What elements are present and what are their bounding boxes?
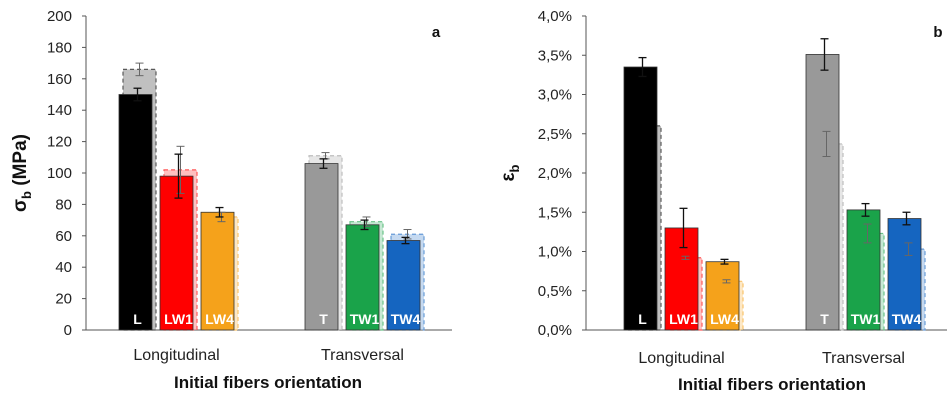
y-tick-label: 100 xyxy=(47,165,72,182)
bar-label-T: T xyxy=(319,311,328,327)
bar-LW1 xyxy=(664,227,699,331)
y-tick-label: 180 xyxy=(47,39,72,56)
y-tick-label: 0 xyxy=(64,322,72,339)
y-tick-label: 4,0% xyxy=(538,8,572,25)
chart-panel-a: 0 20 40 60 80 100 120 140 160 180 200 Longitudinal T… xyxy=(10,8,452,392)
category-label: Longitudinal xyxy=(638,350,724,367)
y-tick-label: 3,5% xyxy=(538,47,572,64)
x-axis-title: Initial fibers orientation xyxy=(174,373,362,392)
panel-label: a xyxy=(432,24,441,41)
bar-TW1 xyxy=(846,209,881,331)
bar-LW4 xyxy=(200,211,235,331)
bar-L xyxy=(623,66,658,331)
y-tick-label: 1,5% xyxy=(538,204,572,221)
bar-T xyxy=(304,163,339,331)
bar-label-TW1: TW1 xyxy=(851,311,881,327)
y-tick-label: 120 xyxy=(47,134,72,151)
bar-label-LW1: LW1 xyxy=(164,311,193,327)
bar-label-L: L xyxy=(638,311,647,327)
y-tick-label: 0,0% xyxy=(538,322,572,339)
category-label: Transversal xyxy=(321,347,404,364)
bar-L xyxy=(118,94,153,331)
y-tick-label: 2,0% xyxy=(538,165,572,182)
y-tick-label: 0,5% xyxy=(538,283,572,300)
bar-TW1 xyxy=(345,224,380,331)
bar-label-TW4: TW4 xyxy=(892,311,922,327)
y-tick-label: 3,0% xyxy=(538,87,572,104)
y-tick-label: 60 xyxy=(55,228,72,245)
bar-label-TW1: TW1 xyxy=(350,311,380,327)
bar-label-LW4: LW4 xyxy=(205,311,234,327)
y-axis-title: εb xyxy=(498,164,522,181)
bar-T xyxy=(805,54,840,331)
x-axis-title: Initial fibers orientation xyxy=(678,375,866,394)
category-label: Longitudinal xyxy=(133,347,219,364)
bar-TW4 xyxy=(887,218,922,331)
y-tick-label: 80 xyxy=(55,196,72,213)
chart-panel-b: 0,0% 0,5% 1,0% 1,5% 2,0% 2,5% 3,0% 3,5% 4,0% Long… xyxy=(498,8,947,394)
y-tick-label: 40 xyxy=(55,259,72,276)
category-label: Transversal xyxy=(822,350,905,367)
bar-TW4 xyxy=(386,240,421,331)
bar-label-LW4: LW4 xyxy=(710,311,739,327)
bar-label-T: T xyxy=(820,311,829,327)
y-tick-label: 200 xyxy=(47,8,72,25)
bar-LW4 xyxy=(705,261,740,331)
bar-label-TW4: TW4 xyxy=(391,311,421,327)
y-tick-label: 2,5% xyxy=(538,126,572,143)
y-tick-label: 20 xyxy=(55,291,72,308)
bar-label-LW1: LW1 xyxy=(669,311,698,327)
y-tick-label: 140 xyxy=(47,102,72,119)
y-tick-label: 160 xyxy=(47,71,72,88)
bar-label-L: L xyxy=(133,311,142,327)
bar-LW1 xyxy=(159,175,194,331)
y-axis-title: σb (MPa) xyxy=(10,134,34,212)
panel-label: b xyxy=(933,24,942,41)
y-tick-label: 1,0% xyxy=(538,244,572,261)
